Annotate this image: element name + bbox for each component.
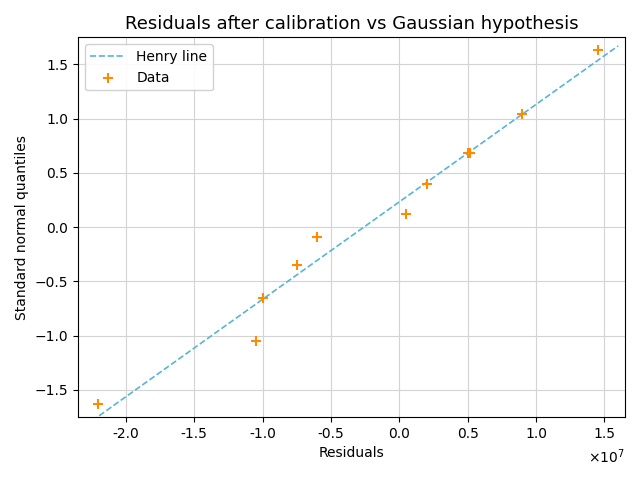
X-axis label: Residuals: Residuals — [319, 446, 385, 460]
Data — [257, 294, 268, 301]
Data — [401, 210, 412, 218]
Data — [292, 261, 302, 269]
Data — [312, 233, 323, 240]
Data — [251, 337, 261, 345]
Data — [593, 47, 603, 54]
Legend: Henry line, Data: Henry line, Data — [85, 44, 212, 90]
Text: $\times10^7$: $\times10^7$ — [588, 447, 625, 466]
Data — [463, 149, 473, 157]
Data — [465, 149, 476, 157]
Data — [422, 180, 432, 188]
Y-axis label: Standard normal quantiles: Standard normal quantiles — [15, 135, 29, 320]
Data — [93, 400, 104, 408]
Title: Residuals after calibration vs Gaussian hypothesis: Residuals after calibration vs Gaussian … — [125, 15, 579, 33]
Data — [517, 110, 527, 118]
